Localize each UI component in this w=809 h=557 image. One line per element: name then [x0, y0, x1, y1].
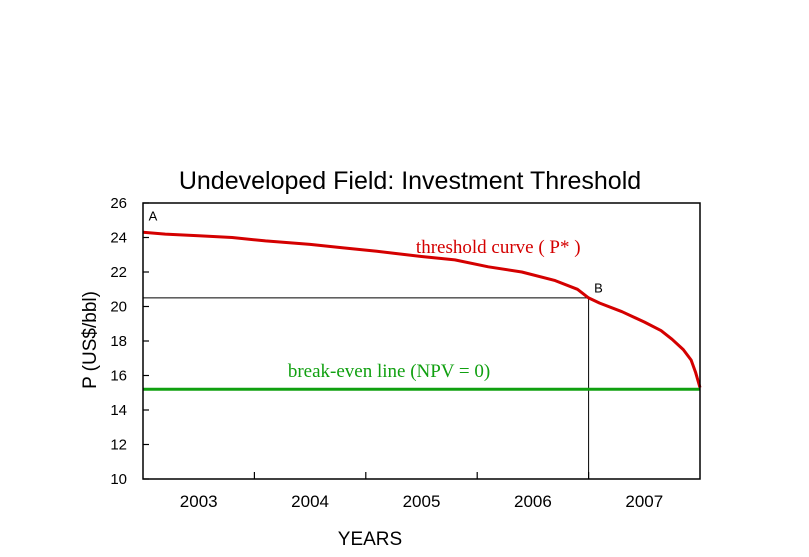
y-tick-label: 10 — [110, 471, 127, 488]
x-tick-label: 2005 — [403, 492, 441, 511]
y-axis-label: P (US$/bbl) — [80, 291, 101, 389]
y-tick-label: 14 — [110, 402, 127, 419]
x-tick-label: 2003 — [180, 492, 218, 511]
x-axis-label: YEARS — [338, 529, 402, 550]
y-tick-label: 22 — [110, 264, 127, 281]
threshold-curve-line — [142, 230, 702, 389]
threshold-curve-label: threshold curve ( P* ) — [416, 237, 581, 258]
y-tick-label: 16 — [110, 368, 127, 385]
y-tick-label: 26 — [110, 195, 127, 212]
series-layer — [142, 230, 702, 391]
y-tick-label: 18 — [110, 333, 127, 350]
point-b-label: B — [594, 281, 603, 296]
x-tick-label: 2007 — [625, 492, 663, 511]
x-axis: 2003 2004 2005 2006 2007 — [180, 472, 663, 511]
break-even-label: break-even line (NPV = 0) — [288, 361, 490, 382]
x-tick-label: 2006 — [514, 492, 552, 511]
y-axis: 10 12 14 16 18 20 22 24 26 — [110, 195, 149, 488]
x-tick-label: 2004 — [291, 492, 329, 511]
y-tick-label: 12 — [110, 437, 127, 454]
point-a-label: A — [149, 208, 158, 223]
y-tick-label: 24 — [110, 230, 127, 247]
chart-title: Undeveloped Field: Investment Threshold — [179, 167, 641, 195]
y-tick-label: 20 — [110, 299, 127, 316]
